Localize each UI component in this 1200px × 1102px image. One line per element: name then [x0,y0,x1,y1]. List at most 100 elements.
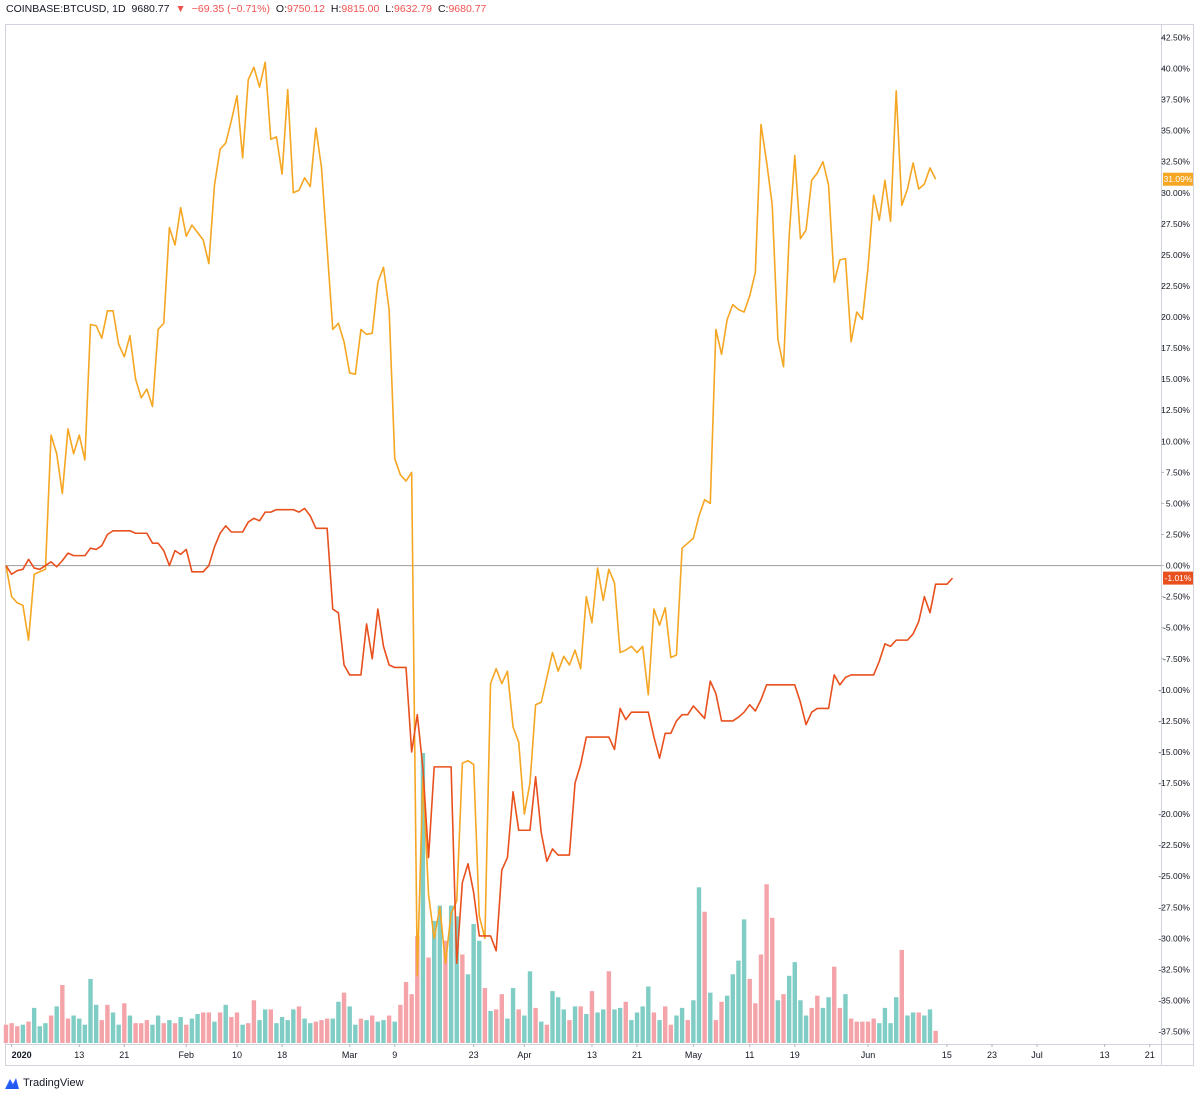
volume-bar [539,1021,544,1043]
y-tick-label: -32.50% [1158,964,1190,974]
close-label: C: [437,3,449,15]
volume-bar [206,1012,212,1043]
volume-bar [116,1024,121,1043]
volume-bar [572,1006,578,1043]
volume-bar [105,1004,110,1043]
symbol-name[interactable]: COINBASE:BTCUSD, 1D [6,3,126,15]
volume-bar [184,1024,189,1043]
volume-bar [905,1015,910,1043]
volume-bar [285,1020,290,1043]
volume-bar [127,1015,133,1043]
last-price: 9680.77 [131,3,170,15]
volume-bar [685,1020,690,1043]
x-tick-label: 21 [119,1050,129,1060]
volume-bar [792,962,797,1043]
volume-bar [347,1006,352,1043]
volume-bar [922,1015,927,1043]
time-axis[interactable]: 2020 13 21 Feb 10 18 Mar 9 23 Apr 13 21 May 11 19 Jun 15… [11,1044,1155,1060]
volume-bar [150,1024,155,1043]
red-series-line [5,507,954,965]
x-tick-label: Feb [179,1050,195,1060]
volume-bar [161,1023,166,1043]
y-tick-label: 32.50% [1161,157,1190,167]
volume-bar [916,1012,921,1043]
red-last-value-label: -1.01% [1165,573,1192,583]
volume-bar [623,1001,628,1043]
volume-bar [516,1009,521,1043]
volume-bar [505,1018,510,1043]
x-tick-label: 23 [469,1050,479,1060]
volume-bar [741,919,747,1043]
volume-bar [324,1018,330,1043]
volume-bar [910,1012,916,1043]
volume-bar [398,1004,403,1043]
volume-bar [561,1009,566,1043]
volume-bar [313,1021,319,1043]
volume-bar [803,1015,809,1043]
y-tick-label: 42.50% [1161,32,1190,42]
volume-bar [617,1007,623,1043]
volume-bar [133,1023,138,1043]
volume-bar [708,992,713,1043]
volume-bar [82,1024,88,1043]
volume-bar [679,1007,685,1043]
volume-bar [848,1018,854,1043]
volume-bar [274,1023,279,1043]
volume-bar [172,1023,178,1043]
volume-bar [877,1023,882,1043]
x-tick-label: 10 [232,1050,242,1060]
volume-bar [437,905,443,1043]
volume-bar [386,1015,392,1043]
y-tick-label: 12.50% [1161,405,1190,415]
volume-bar [601,1009,606,1043]
volume-bar [871,1018,876,1043]
volume-bar [71,1015,76,1043]
volume-bar [330,1018,335,1043]
volume-bar [651,1012,657,1043]
price-axis[interactable]: 42.50% 40.00% 37.50% 35.00% 32.50% 30.00% 27.5… [1158,32,1190,1036]
low-label: L: [385,3,395,15]
volume-bar [522,1015,527,1043]
y-tick-label: 30.00% [1161,188,1190,198]
x-tick-label: 2020 [12,1050,32,1060]
high-value: 9815.00 [341,3,380,15]
x-tick-label: 11 [745,1050,754,1060]
volume-bar [364,1020,369,1043]
volume-bar [99,1020,104,1043]
volume-bar [668,1024,674,1043]
volume-bar [629,1020,634,1043]
tradingview-logo[interactable]: TradingView [4,1074,84,1092]
volume-bar [770,917,775,1043]
volume-bar [31,1007,37,1043]
y-tick-label: -5.00% [1163,623,1190,633]
change-down-icon: ▼ [175,3,186,15]
volume-bar [279,1017,285,1043]
x-tick-label: 19 [790,1050,800,1060]
volume-bar [246,1023,251,1043]
volume-bar [888,1023,893,1043]
volume-bar [60,985,65,1043]
volume-bar [178,1017,183,1043]
volume-bar [843,994,848,1043]
volume-bar [54,1006,59,1043]
volume-bar [719,1001,724,1043]
volume-bar [93,1004,99,1043]
volume-bar [353,1024,358,1043]
y-tick-label: -15.00% [1158,747,1190,757]
y-tick-label: 25.00% [1161,250,1190,260]
volume-bar [454,916,459,1043]
volume-bar [139,1023,144,1043]
volume-bar [296,1006,302,1043]
volume-bar [37,1026,42,1043]
tradingview-brand: TradingView [23,1077,84,1089]
volume-bar [381,1020,386,1043]
volume-bar [758,954,764,1043]
open-label: O: [275,3,287,15]
orange-series-line [5,61,937,977]
volume-bar [465,974,471,1043]
volume-bar [3,1024,9,1043]
volume-bar [201,1012,206,1043]
volume-bar [786,975,792,1043]
volume-bar [493,1009,499,1043]
